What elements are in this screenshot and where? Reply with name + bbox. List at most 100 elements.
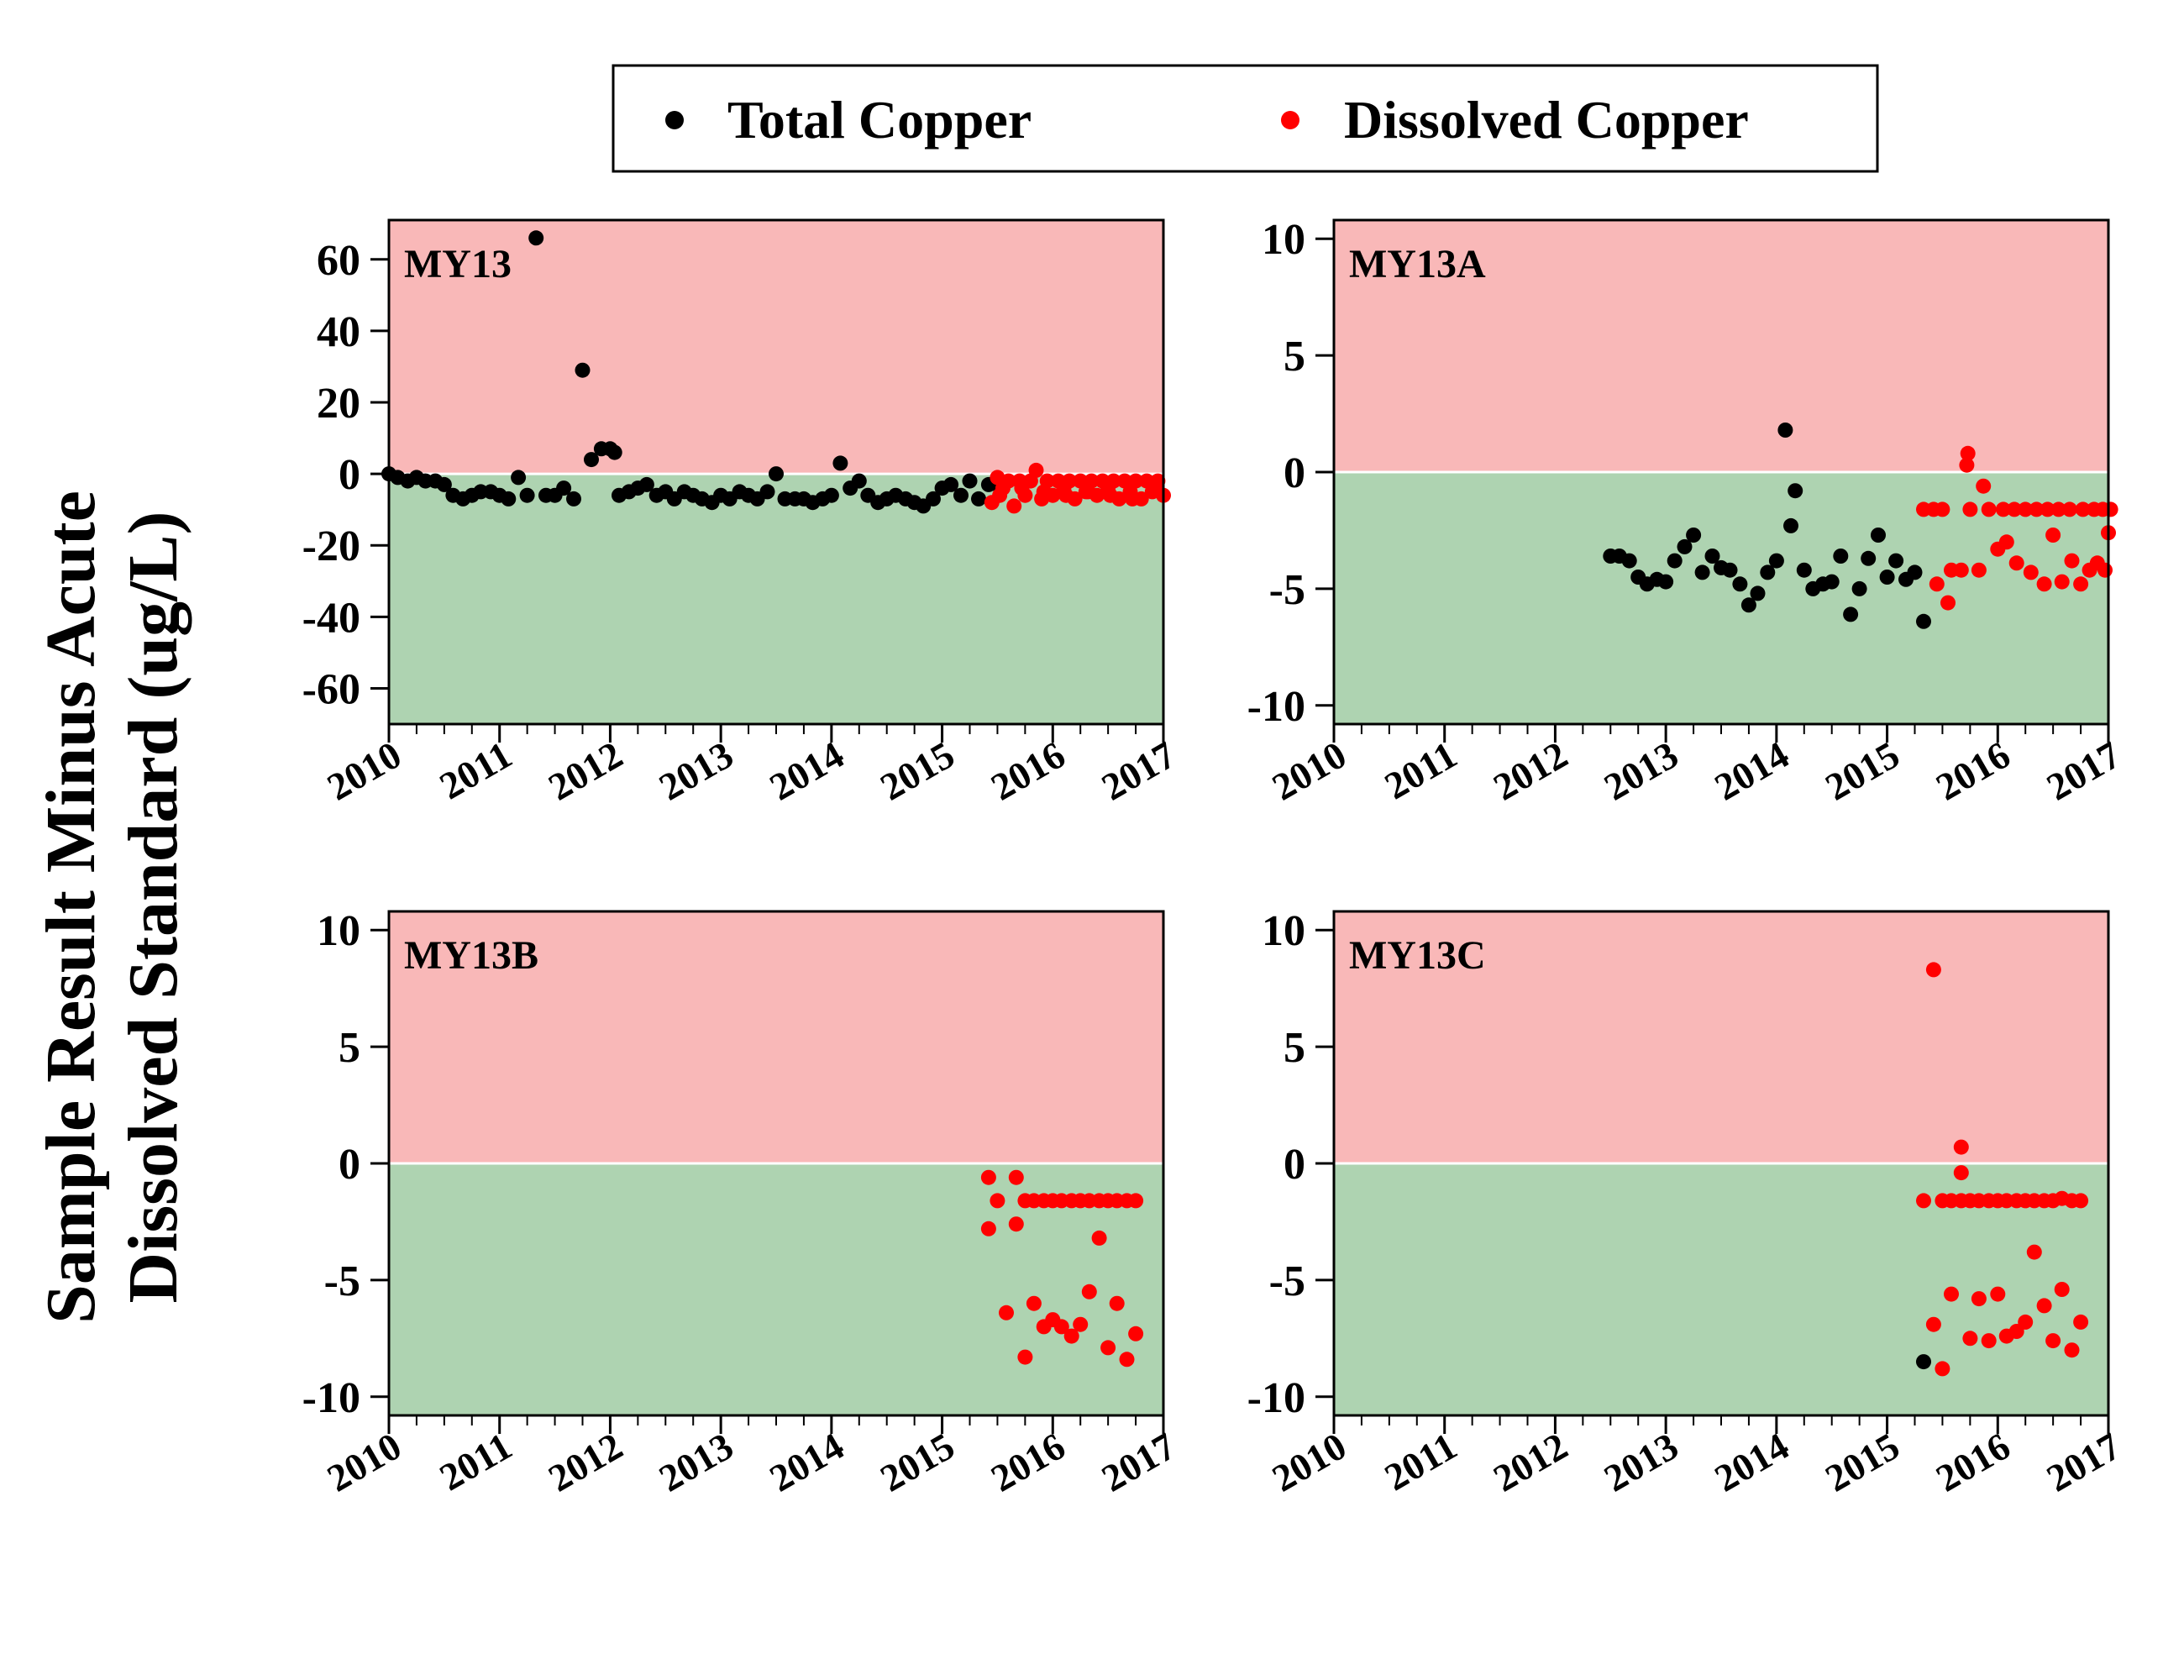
point-dissolved-copper: [1981, 1333, 1997, 1349]
y-axis: 10 5 0 -5 -10: [1247, 907, 1336, 1422]
y-tick-label: -20: [302, 522, 360, 570]
legend-marker-dissolved: [1281, 111, 1299, 129]
x-tick-label: 2010: [1265, 1424, 1353, 1499]
point-dissolved-copper: [1063, 1328, 1079, 1344]
x-tick-label: 2015: [1818, 732, 1906, 808]
point-total-copper: [1667, 553, 1683, 569]
y-tick-label: 5: [339, 1024, 360, 1072]
point-total-copper: [1851, 580, 1867, 596]
point-total-copper: [1861, 550, 1877, 566]
y-tick-label: -10: [302, 1374, 360, 1422]
point-dissolved-copper: [1000, 473, 1016, 489]
point-dissolved-copper: [1053, 1319, 1069, 1335]
point-dissolved-copper: [1058, 487, 1074, 503]
y-tick-label: 20: [317, 380, 360, 428]
x-axis: 2010 2011 2012 2013 2014 2015 2016 2017: [320, 1415, 1183, 1500]
point-dissolved-copper: [2075, 501, 2091, 517]
point-dissolved-copper: [1008, 1216, 1024, 1232]
point-dissolved-copper: [2073, 1193, 2089, 1209]
exceedance-zone: [389, 911, 1163, 1163]
y-axis: 60 40 20 0 -20 -40 -60: [302, 237, 391, 713]
point-total-copper: [1788, 483, 1803, 499]
x-tick-label: 2013: [1597, 1424, 1685, 1499]
exceedance-zone: [1334, 911, 2108, 1163]
point-total-copper: [436, 476, 452, 492]
point-dissolved-copper: [1017, 1349, 1033, 1365]
point-total-copper: [1916, 1354, 1931, 1370]
point-dissolved-copper: [1026, 1295, 1042, 1311]
point-total-copper: [606, 444, 622, 460]
point-dissolved-copper: [2050, 501, 2066, 517]
point-dissolved-copper: [1916, 1193, 1931, 1209]
x-tick-label: 2013: [652, 1424, 740, 1499]
y-tick-label: 40: [317, 308, 360, 356]
x-tick-label: 2017: [2040, 732, 2128, 808]
point-dissolved-copper: [2045, 1333, 2061, 1349]
point-total-copper: [584, 452, 599, 468]
x-tick-label: 2012: [1486, 1424, 1574, 1499]
point-total-copper: [1783, 517, 1798, 533]
x-tick-label: 2016: [1929, 732, 2017, 808]
point-dissolved-copper: [1128, 473, 1144, 489]
point-total-copper: [953, 487, 969, 503]
point-dissolved-copper: [2073, 1314, 2089, 1330]
x-tick-label: 2013: [652, 732, 740, 808]
point-dissolved-copper: [2045, 528, 2061, 543]
legend-label-dissolved: Dissolved Copper: [1344, 90, 1749, 150]
x-tick-label: 2017: [2040, 1424, 2128, 1499]
point-total-copper: [1658, 574, 1674, 590]
point-dissolved-copper: [1105, 473, 1121, 489]
panel-my13: MY13 60 40 20 0 -20 -40 -60 2010 2011 2012 2013 2014…: [302, 218, 1183, 809]
point-total-copper: [823, 487, 839, 503]
point-dissolved-copper: [2054, 574, 2070, 590]
y-tick-label: 5: [1284, 333, 1305, 381]
panel-label: MY13C: [1349, 933, 1486, 978]
point-dissolved-copper: [1962, 501, 1978, 517]
point-dissolved-copper: [2036, 576, 2052, 592]
point-total-copper: [1916, 613, 1931, 629]
x-tick-label: 2016: [1929, 1424, 2017, 1499]
panel-label: MY13A: [1349, 242, 1486, 286]
x-tick-label: 2011: [433, 732, 519, 807]
point-dissolved-copper: [1998, 534, 2014, 550]
point-dissolved-copper: [1128, 1326, 1144, 1341]
point-total-copper: [769, 466, 784, 482]
x-axis: 2010 2011 2012 2013 2014 2015 2016 2017: [320, 724, 1183, 809]
point-total-copper: [638, 476, 654, 492]
point-total-copper: [1843, 606, 1859, 622]
y-tick-label: 10: [317, 907, 360, 955]
point-total-copper: [943, 476, 959, 492]
point-total-copper: [832, 455, 848, 471]
point-dissolved-copper: [2023, 564, 2039, 580]
point-total-copper: [1879, 570, 1895, 585]
compliance-zone: [1334, 472, 2108, 724]
panel-label: MY13: [404, 242, 512, 286]
y-tick-label: 10: [1262, 216, 1305, 264]
point-dissolved-copper: [2054, 1282, 2070, 1297]
x-tick-label: 2012: [541, 732, 629, 808]
point-dissolved-copper: [1981, 501, 1997, 517]
point-dissolved-copper: [1147, 480, 1163, 496]
compliance-zone: [389, 474, 1163, 724]
point-dissolved-copper: [1940, 595, 1956, 611]
point-dissolved-copper: [1953, 562, 1969, 578]
x-tick-label: 2017: [1095, 732, 1183, 808]
point-dissolved-copper: [1962, 1331, 1978, 1347]
panel-label: MY13B: [404, 933, 538, 978]
point-total-copper: [971, 491, 986, 507]
point-total-copper: [519, 487, 535, 503]
point-dissolved-copper: [1080, 484, 1096, 500]
point-dissolved-copper: [2029, 501, 2045, 517]
point-dissolved-copper: [1125, 491, 1141, 507]
y-tick-label: -5: [1269, 566, 1305, 614]
point-dissolved-copper: [2018, 501, 2034, 517]
point-total-copper: [926, 491, 941, 507]
y-tick-label: 0: [339, 451, 360, 499]
point-dissolved-copper: [1960, 445, 1976, 461]
point-total-copper: [1740, 597, 1756, 613]
x-tick-label: 2014: [763, 732, 851, 808]
point-total-copper: [962, 473, 978, 489]
point-total-copper: [851, 473, 867, 489]
